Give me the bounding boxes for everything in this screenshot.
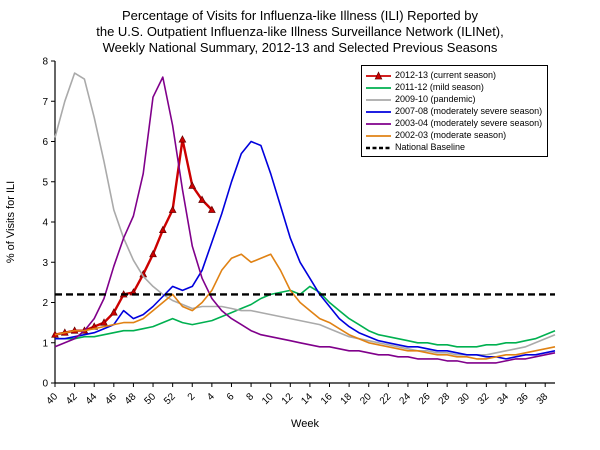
x-tick-label: 24: [397, 391, 413, 407]
series-sample-line: [365, 95, 392, 104]
chart-title-line-3: Weekly National Summary, 2012-13 and Sel…: [102, 40, 498, 55]
x-tick-label: 10: [260, 391, 276, 407]
chart-legend: 2012-13 (current season) 2011-12 (mild se…: [361, 65, 549, 157]
series-line-2007-08: [55, 140, 556, 360]
x-tick-label: 4: [205, 391, 217, 403]
data-marker-triangle: [168, 205, 177, 213]
series-sample-line: [365, 107, 392, 116]
x-tick-label: 8: [244, 391, 256, 403]
data-marker-triangle: [207, 205, 216, 213]
x-tick-label: 32: [476, 391, 492, 407]
legend-item-label: 2009-10 (pandemic): [395, 94, 476, 104]
data-marker-triangle: [188, 181, 197, 189]
legend-item-label: 2003-04 (moderately severe season): [395, 118, 543, 128]
x-tick-label: 22: [378, 391, 394, 407]
y-tick-label: 0: [42, 379, 48, 390]
series-sample-line: [365, 131, 392, 140]
chart-area: 0 1 2 3 4 5 6 7 8 40 42 44 46 48 50 52 2 4 6 8 10 12 14 16 18 20 2…: [0, 56, 600, 448]
y-axis-title: % of Visits for ILI: [5, 181, 17, 263]
legend-item-label: 2012-13 (current season): [395, 70, 497, 80]
legend-item: National Baseline: [365, 141, 542, 153]
baseline-sample-line: [365, 143, 392, 152]
data-marker-triangle: [109, 308, 118, 316]
y-tick-label: 8: [42, 57, 48, 68]
legend-item-label: 2007-08 (moderately severe season): [395, 106, 543, 116]
x-tick-label: 36: [515, 391, 531, 407]
y-tick-label: 3: [42, 258, 48, 269]
legend-item: 2003-04 (moderately severe season): [365, 117, 542, 129]
x-tick-label: 2: [186, 391, 198, 403]
series-line-2012-13: [54, 138, 213, 336]
x-tick-label: 52: [162, 391, 178, 407]
series-sample-line: [365, 83, 392, 92]
legend-item: 2012-13 (current season): [365, 69, 542, 81]
x-tick-label: 40: [44, 391, 60, 407]
x-tick-label: 12: [280, 391, 296, 407]
legend-item: 2011-12 (mild season): [365, 81, 542, 93]
y-tick-label: 1: [42, 338, 48, 349]
data-marker-triangle: [178, 135, 187, 143]
y-tick-label: 2: [42, 298, 48, 309]
data-marker-triangle: [198, 195, 206, 203]
x-tick-label: 14: [299, 391, 315, 407]
legend-item: 2007-08 (moderately severe season): [365, 105, 542, 117]
x-tick-label: 50: [143, 391, 159, 407]
x-tick-label: 6: [225, 391, 237, 403]
data-marker-triangle: [158, 225, 167, 233]
data-marker-triangle: [149, 249, 157, 258]
chart-title-line-2: the U.S. Outpatient Influenza-like Illne…: [96, 24, 504, 39]
legend-item: 2002-03 (moderate season): [365, 129, 542, 141]
legend-item-label: 2002-03 (moderate season): [395, 130, 507, 140]
x-tick-label: 46: [103, 391, 119, 407]
x-tick-label: 38: [535, 391, 551, 407]
x-tick-label: 34: [495, 391, 511, 407]
y-tick-label: 6: [42, 137, 48, 148]
x-tick-label: 16: [319, 391, 335, 407]
legend-item-label: National Baseline: [395, 142, 466, 152]
y-tick-label: 5: [42, 177, 48, 188]
y-tick-label: 4: [42, 218, 48, 229]
chart-title-line-1: Percentage of Visits for Influenza-like …: [122, 8, 478, 23]
series-sample-line: [365, 70, 392, 80]
x-tick-label: 44: [84, 391, 100, 407]
x-tick-label: 42: [64, 391, 80, 407]
y-tick-label: 7: [42, 97, 48, 108]
x-tick-label: 26: [417, 391, 433, 407]
series-line-2002-03: [54, 253, 556, 360]
x-tick-label: 48: [123, 391, 139, 407]
x-axis-title: Week: [291, 418, 319, 430]
data-marker-triangle: [100, 318, 108, 326]
x-tick-label: 20: [358, 391, 374, 407]
legend-item: 2009-10 (pandemic): [365, 93, 542, 105]
series-line-2011-12: [55, 285, 556, 348]
series-line-2003-04: [54, 76, 556, 364]
x-tick-label: 18: [339, 391, 355, 407]
legend-item-label: 2011-12 (mild season): [395, 82, 484, 92]
chart-title: Percentage of Visits for Influenza-like …: [0, 0, 600, 56]
x-tick-label: 28: [437, 391, 453, 407]
series-sample-line: [365, 119, 392, 128]
x-tick-label: 30: [456, 391, 472, 407]
